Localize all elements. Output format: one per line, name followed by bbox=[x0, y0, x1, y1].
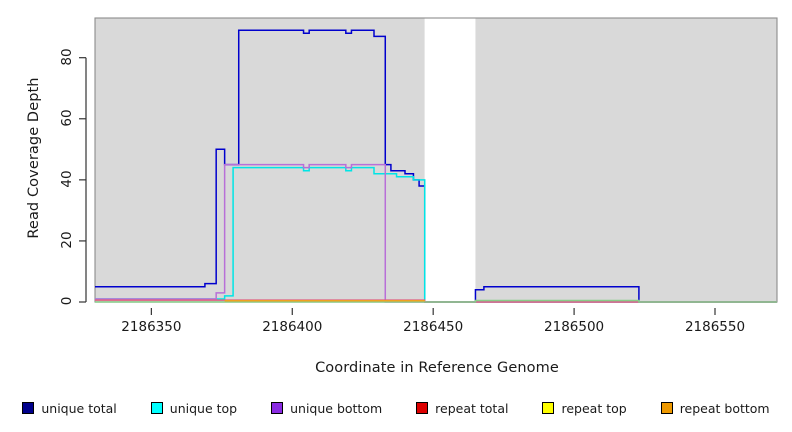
legend-swatch-icon bbox=[22, 402, 35, 414]
x-tick-label: 2186450 bbox=[403, 319, 464, 335]
series-line-unique-top bbox=[95, 166, 777, 303]
x-tick-label: 2186350 bbox=[121, 319, 182, 335]
left-shaded-block bbox=[95, 18, 425, 302]
x-axis-title: Coordinate in Reference Genome bbox=[315, 360, 559, 376]
x-tick-label: 2186400 bbox=[262, 319, 323, 335]
y-axis-title: Read Coverage Depth bbox=[26, 77, 42, 239]
legend-item: unique top bbox=[150, 400, 238, 416]
legend-swatch-icon bbox=[416, 402, 429, 414]
series-line-repeat-top bbox=[95, 299, 777, 303]
legend-label: repeat total bbox=[435, 400, 509, 416]
legend-label: unique top bbox=[169, 400, 238, 416]
y-tick-label: 0 bbox=[59, 296, 75, 306]
gap-unshaded-block bbox=[424, 18, 476, 302]
chart-legend: unique total unique top unique bottom repea… bbox=[0, 398, 792, 418]
y-tick-label: 60 bbox=[59, 109, 75, 127]
legend-item: unique total bbox=[22, 400, 117, 416]
legend-item: repeat bottom bbox=[660, 400, 770, 416]
axis-layer bbox=[79, 57, 716, 315]
legend-swatch-icon bbox=[660, 402, 673, 414]
y-tick-label: 40 bbox=[59, 170, 75, 188]
legend-label: repeat bottom bbox=[679, 400, 770, 416]
y-tick-label: 20 bbox=[59, 231, 75, 249]
x-tick-label: 2186550 bbox=[684, 319, 746, 335]
right-shaded-block bbox=[475, 18, 777, 302]
plot-background-layer bbox=[94, 17, 778, 303]
legend-label: unique total bbox=[41, 400, 117, 416]
legend-item: repeat total bbox=[416, 401, 508, 416]
series-layer bbox=[95, 29, 777, 303]
legend-swatch-icon bbox=[150, 402, 163, 414]
legend-swatch-icon bbox=[271, 402, 284, 414]
legend-item: unique bottom bbox=[271, 401, 382, 416]
legend-swatch-icon bbox=[542, 402, 555, 414]
legend-label: unique bottom bbox=[290, 400, 383, 416]
legend-label: repeat top bbox=[561, 400, 627, 416]
y-tick-label: 80 bbox=[59, 48, 75, 66]
legend-item: repeat top bbox=[542, 400, 627, 416]
x-tick-label: 2186500 bbox=[544, 319, 605, 335]
series-line-unique-bottom bbox=[95, 163, 777, 303]
